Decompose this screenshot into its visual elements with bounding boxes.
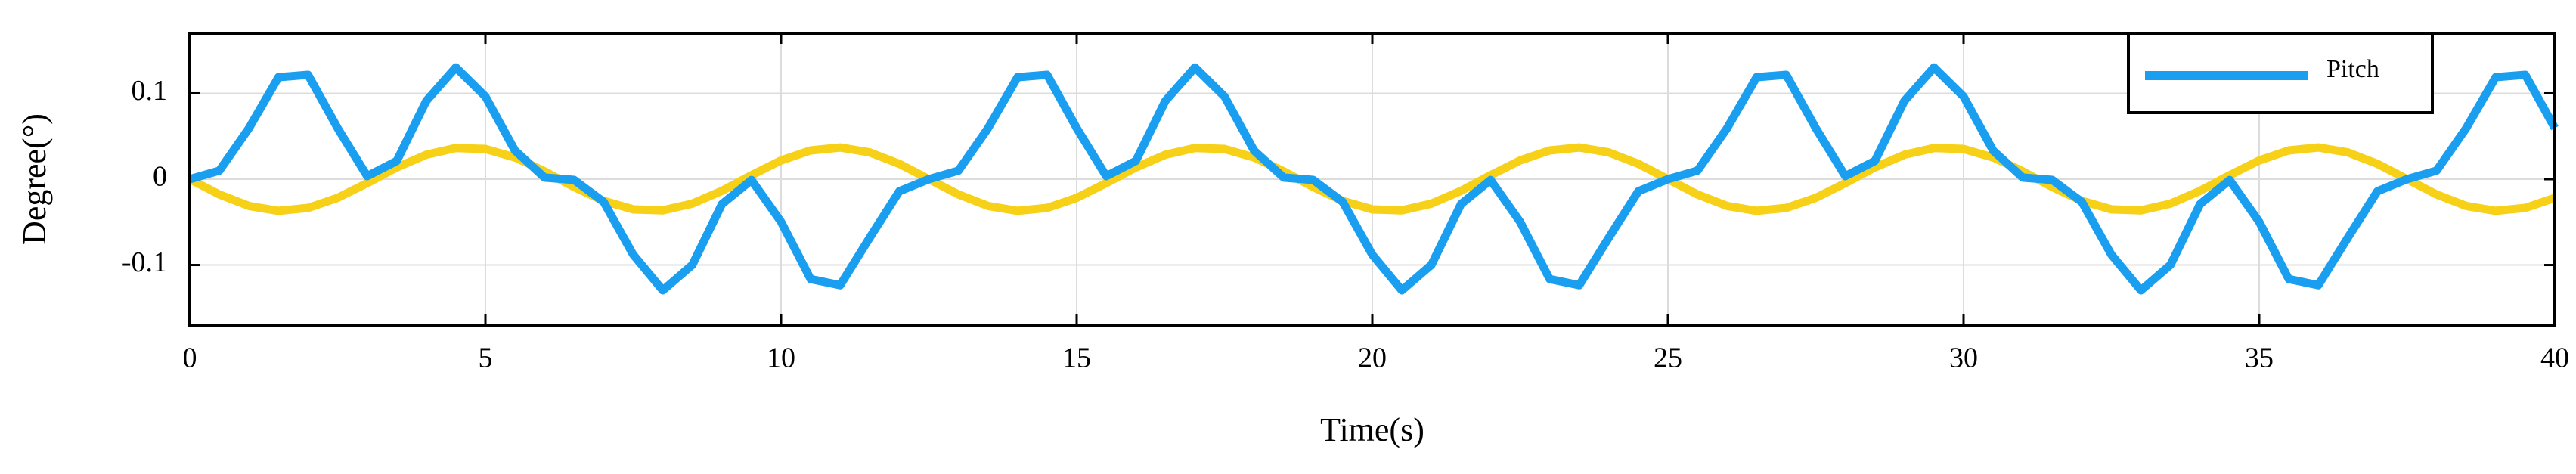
y-tick-label: 0	[153, 161, 167, 193]
x-tick-label: 20	[1358, 342, 1387, 374]
x-tick-label: 35	[2245, 342, 2274, 374]
y-axis-title: Degree(°)	[16, 113, 53, 245]
series-line	[188, 63, 2559, 295]
x-axis-title: Time(s)	[1320, 411, 1424, 448]
x-tick-label: 25	[1654, 342, 1682, 374]
x-tick-label: 30	[1949, 342, 1978, 374]
x-tick-label: 5	[479, 342, 493, 374]
x-tick-label: 40	[2540, 342, 2569, 374]
y-tick-label: -0.1	[122, 246, 167, 278]
legend-label: Pitch	[2326, 55, 2379, 83]
y-tick-label: 0.1	[132, 75, 168, 107]
x-tick-label: 15	[1062, 342, 1091, 374]
x-tick-label: 0	[183, 342, 197, 374]
plot-frame	[188, 32, 2556, 327]
x-tick-label: 10	[767, 342, 795, 374]
